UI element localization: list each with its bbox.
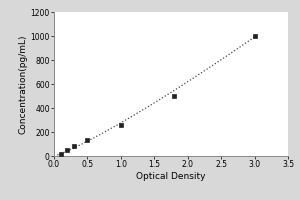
Y-axis label: Concentration(pg/mL): Concentration(pg/mL) xyxy=(19,34,28,134)
X-axis label: Optical Density: Optical Density xyxy=(136,172,206,181)
